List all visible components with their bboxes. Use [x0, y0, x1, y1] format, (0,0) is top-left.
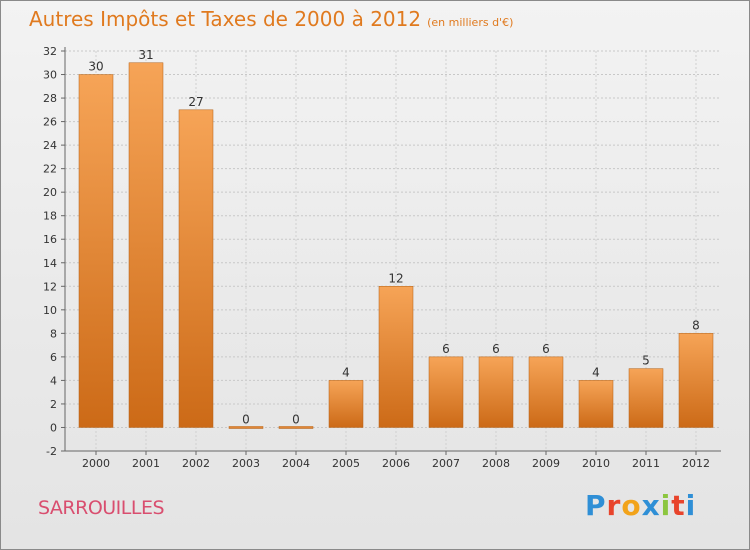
logo-letter: t: [671, 489, 686, 522]
bar: [78, 74, 114, 428]
bar: [278, 426, 314, 429]
x-tick-label: 2011: [632, 457, 660, 470]
logo-letter: P: [585, 489, 607, 522]
y-tick-label: 10: [43, 304, 57, 317]
x-tick-label: 2004: [282, 457, 310, 470]
data-label: 31: [138, 48, 153, 62]
data-label: 6: [542, 342, 550, 356]
chart-title: Autres Impôts et Taxes de 2000 à 2012 (en…: [29, 7, 513, 31]
y-tick-label: -2: [46, 445, 57, 458]
x-tick-label: 2010: [582, 457, 610, 470]
labels: 30 31 27 0 0 4 12 6 6 6 4 5 8: [88, 48, 699, 427]
proxiti-logo: Proxiti: [585, 489, 696, 522]
y-tick-label: 20: [43, 186, 57, 199]
x-tick-label: 2000: [82, 457, 110, 470]
data-label: 6: [492, 342, 500, 356]
data-label: 6: [442, 342, 450, 356]
bar: [678, 333, 714, 428]
logo-letter: o: [621, 489, 642, 522]
y-tick-label: 28: [43, 92, 57, 105]
x-tick-label: 2005: [332, 457, 360, 470]
bar: [478, 356, 514, 428]
y-tick-label: 32: [43, 45, 57, 58]
bar: [528, 356, 564, 428]
x-tick-label: 2012: [682, 457, 710, 470]
y-tick-label: 18: [43, 210, 57, 223]
data-label: 27: [188, 95, 203, 109]
data-label: 12: [388, 271, 403, 285]
bar: [378, 286, 414, 428]
x-tick-label: 2002: [182, 457, 210, 470]
y-tick-label: 22: [43, 163, 57, 176]
data-label: 4: [592, 365, 600, 379]
chart-title-text: Autres Impôts et Taxes de 2000 à 2012: [29, 7, 422, 31]
bar: [578, 380, 614, 428]
data-label: 0: [292, 412, 300, 426]
logo-letter: i: [685, 489, 697, 522]
data-label: 0: [242, 412, 250, 426]
data-label: 5: [642, 354, 650, 368]
y-tick-label: 8: [50, 327, 57, 340]
x-tick-label: 2007: [432, 457, 460, 470]
commune-name: SARROUILLES: [38, 497, 165, 519]
data-label: 8: [692, 318, 700, 332]
bars: [78, 62, 714, 429]
y-tick-label: 26: [43, 116, 57, 129]
data-label: 4: [342, 365, 350, 379]
bar: [328, 380, 364, 428]
logo-letter: r: [606, 489, 622, 522]
logo-letter: i: [660, 489, 672, 522]
x-tick-label: 2001: [132, 457, 160, 470]
chart-subtitle: (en milliers d'€): [427, 16, 514, 29]
bar: [628, 368, 664, 428]
bar: [228, 426, 264, 429]
bar: [128, 62, 164, 428]
y-tick-label: 24: [43, 139, 57, 152]
bar: [178, 109, 214, 428]
x-tick-label: 2006: [382, 457, 410, 470]
y-tick-label: 2: [50, 398, 57, 411]
data-label: 30: [88, 60, 103, 74]
logo-letter: x: [641, 489, 661, 522]
y-tick-label: 0: [50, 421, 57, 434]
y-tick-label: 14: [43, 257, 57, 270]
y-tick-label: 6: [50, 351, 57, 364]
bar: [428, 356, 464, 428]
y-tick-label: 16: [43, 233, 57, 246]
y-tick-label: 30: [43, 69, 57, 82]
x-tick-label: 2008: [482, 457, 510, 470]
y-tick-label: 4: [50, 374, 57, 387]
x-tick-label: 2009: [532, 457, 560, 470]
y-tick-label: 12: [43, 280, 57, 293]
x-tick-label: 2003: [232, 457, 260, 470]
